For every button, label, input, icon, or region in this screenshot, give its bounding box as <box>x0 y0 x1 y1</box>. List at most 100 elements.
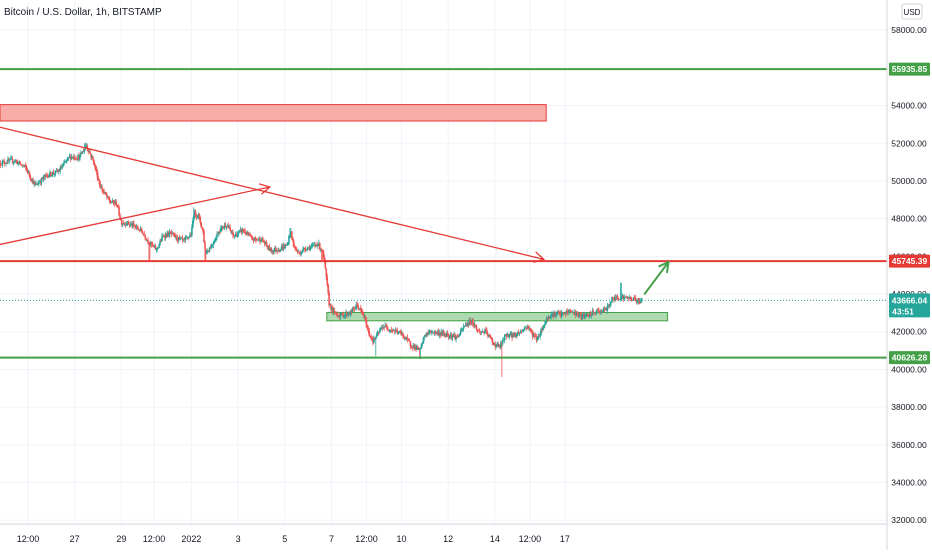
candle-body <box>240 229 243 233</box>
candle-body <box>122 223 125 225</box>
candle-body <box>245 233 247 235</box>
candle-body <box>632 297 635 301</box>
candle-body <box>44 174 47 178</box>
candle-body <box>198 214 201 218</box>
candle-body <box>326 276 329 285</box>
candle-body <box>421 343 424 345</box>
candle-body <box>626 297 628 298</box>
candle-body <box>437 331 440 336</box>
candle-body <box>476 329 479 331</box>
candle-body <box>533 335 536 337</box>
candle-body <box>573 312 576 314</box>
candle-body <box>100 187 103 189</box>
candle-body <box>529 328 531 330</box>
candle-body <box>289 235 291 237</box>
candle-body <box>54 170 57 174</box>
candle-body <box>15 160 18 162</box>
candle-body <box>633 297 636 299</box>
candle-body <box>97 178 100 181</box>
y-tick-label: 34000.00 <box>891 478 927 488</box>
candle-body <box>135 226 137 228</box>
candle-body <box>439 332 442 336</box>
price-level-tag <box>889 62 930 76</box>
candle-body <box>212 243 215 245</box>
candle-body <box>622 295 625 299</box>
candle-body <box>87 148 90 152</box>
currency-button-label[interactable]: USD <box>904 8 921 17</box>
candle-body <box>228 227 231 229</box>
green-arrowhead <box>658 260 670 274</box>
candle-body <box>599 310 601 314</box>
candle-body <box>414 346 416 349</box>
candle-body <box>0 164 3 166</box>
candle-body <box>224 224 227 228</box>
candle-body <box>498 345 500 347</box>
candle-body <box>189 234 191 237</box>
candle-body <box>356 304 358 306</box>
x-tick-label: 10 <box>396 534 406 544</box>
candle-body <box>582 314 584 316</box>
candle-body <box>403 337 406 339</box>
candle-body <box>394 330 397 332</box>
candle-body <box>283 245 286 248</box>
candle-body <box>513 334 515 337</box>
candle-body <box>544 322 547 325</box>
candle-body <box>270 247 273 252</box>
candle-body <box>592 311 595 313</box>
candle-body <box>373 338 375 343</box>
candle-body <box>365 319 368 328</box>
candle-body <box>8 159 10 161</box>
candle-body <box>559 313 562 316</box>
candle-body <box>246 231 248 235</box>
candle-body <box>462 326 465 329</box>
candle-body <box>413 345 415 349</box>
candle-body <box>410 345 413 348</box>
candle-body <box>429 330 431 332</box>
candle-body <box>593 312 596 314</box>
candle-body <box>29 175 32 179</box>
candle-body <box>27 171 30 173</box>
candle-body <box>150 242 153 245</box>
x-tick-label: 7 <box>329 534 334 544</box>
candle-body <box>0 163 2 165</box>
candle-body <box>47 175 49 178</box>
candle-body <box>274 248 276 251</box>
candle-body <box>109 202 112 203</box>
candle-body <box>276 250 278 252</box>
candle-body <box>631 299 634 301</box>
candle-layer <box>0 142 643 377</box>
candle-body <box>5 162 7 164</box>
candle-body <box>613 298 615 300</box>
candle-body <box>510 332 512 335</box>
candle-body <box>366 327 369 329</box>
candle-body <box>313 244 315 246</box>
candle-body <box>545 318 548 323</box>
currency-button-frame[interactable] <box>901 3 923 20</box>
candle-body <box>594 312 597 314</box>
candle-body <box>499 345 501 348</box>
candle-body <box>583 314 585 319</box>
candle-body <box>137 228 140 231</box>
candle-body <box>552 314 555 317</box>
candle-body <box>542 328 544 331</box>
candle-body <box>293 246 296 248</box>
candle-body <box>401 332 403 334</box>
candle-body <box>219 231 221 233</box>
candle-body <box>83 148 86 152</box>
candle-body <box>636 301 639 303</box>
x-tick-label: 14 <box>490 534 500 544</box>
candle-body <box>17 162 20 165</box>
candle-body <box>16 161 19 165</box>
candle-body <box>612 297 614 299</box>
candle-body <box>345 312 347 315</box>
candle-body <box>35 183 37 185</box>
candle-body <box>375 337 377 340</box>
price-level-value: 55935.85 <box>892 64 928 74</box>
candle-body <box>263 242 266 244</box>
currency-button[interactable]: USD <box>901 3 923 20</box>
candle-body <box>40 177 43 184</box>
candle-body <box>1 161 4 166</box>
